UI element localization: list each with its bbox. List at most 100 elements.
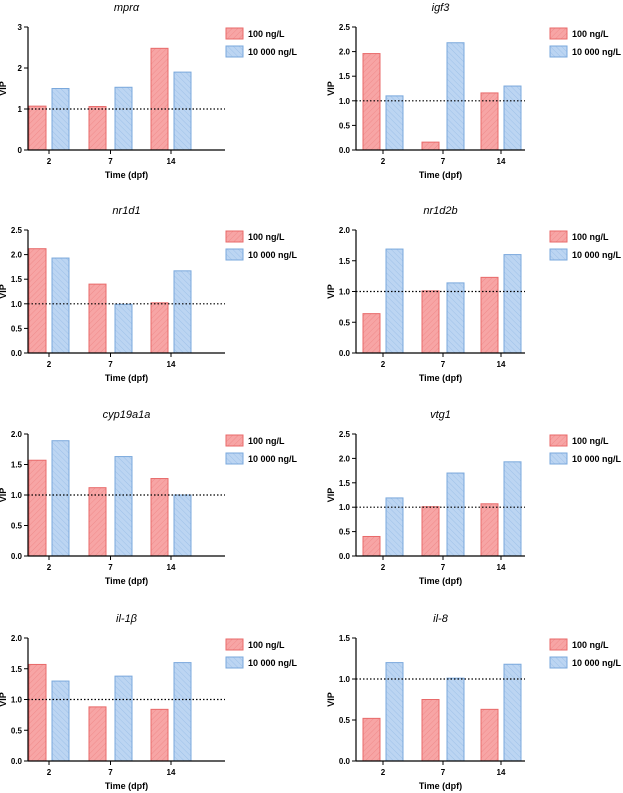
x-tick-label: 7 [108,157,113,166]
bar [503,461,522,557]
chart-title: igf3 [432,2,451,14]
legend: 100 ng/L 10 000 ng/L [225,434,298,465]
bar [150,47,169,151]
x-tick-label: 14 [167,157,176,166]
y-tick-label: 1 [18,105,23,114]
legend-swatch [225,656,244,669]
x-tick-label: 2 [47,157,52,166]
bar [385,248,404,354]
legend-swatch [549,248,568,261]
y-tick-label: 2.0 [339,454,351,463]
y-tick-label: 2.5 [339,430,351,439]
legend-label: 10 000 ng/L [248,250,298,260]
y-tick-label: 1.0 [339,288,351,297]
legend-swatch [225,638,244,651]
legend-label: 100 ng/L [572,436,609,446]
legend-label: 10 000 ng/L [572,454,622,464]
bar [28,663,47,762]
y-axis-label: VIP [326,284,336,299]
y-tick-label: 1.5 [339,479,351,488]
y-tick-label: 0.5 [339,318,351,327]
legend-swatch [225,230,244,243]
bar [362,313,381,354]
legend-swatch [225,27,244,40]
legend-label: 100 ng/L [248,29,285,39]
x-tick-label: 7 [441,157,446,166]
chart-title: nr1d2b [423,205,457,217]
legend-label: 100 ng/L [248,436,285,446]
bar [150,302,169,354]
chart-6: il-1β 0.0 0.5 1.0 1.5 2.0 2 7 14 Time (dpf) VIP 100… [0,613,298,791]
bar [51,257,70,354]
x-tick-label: 7 [108,360,113,369]
bar [362,53,381,151]
y-tick-label: 1.0 [339,503,351,512]
x-tick-label: 2 [381,768,386,777]
chart-3: nr1d2b 0.0 0.5 1.0 1.5 2.0 2 7 14 Time (dpf) VIP 10… [326,205,622,383]
y-tick-label: 1.0 [339,97,351,106]
chart-5: vtg1 0.0 0.5 1.0 1.5 2.0 2.5 2 7 14 Time (dpf) VIP 1… [326,409,622,586]
x-axis-label: Time (dpf) [105,170,148,180]
legend: 100 ng/L 10 000 ng/L [225,230,298,261]
bar [173,270,192,354]
x-tick-label: 2 [47,563,52,572]
bar [88,283,107,354]
legend-label: 10 000 ng/L [248,658,298,668]
x-tick-label: 2 [381,157,386,166]
legend-label: 10 000 ng/L [248,454,298,464]
x-tick-label: 14 [497,768,506,777]
bar [51,88,70,151]
x-tick-label: 7 [108,563,113,572]
x-axis-label: Time (dpf) [105,576,148,586]
x-axis-label: Time (dpf) [419,170,462,180]
x-tick-label: 14 [497,563,506,572]
x-axis-label: Time (dpf) [419,576,462,586]
bar [150,708,169,762]
bar [446,677,465,762]
x-tick-label: 14 [497,360,506,369]
bar [503,85,522,151]
y-tick-label: 0.5 [11,726,23,735]
bar [114,303,133,354]
x-tick-label: 14 [167,768,176,777]
bar [88,487,107,557]
x-tick-label: 14 [167,360,176,369]
y-tick-label: 0.0 [339,349,351,358]
y-axis-label: VIP [0,692,8,707]
legend-swatch [549,656,568,669]
legend: 100 ng/L 10 000 ng/L [549,434,622,465]
legend-label: 10 000 ng/L [572,658,622,668]
y-tick-label: 2.5 [339,23,351,32]
bar [362,717,381,762]
bar [173,71,192,151]
legend-label: 100 ng/L [572,640,609,650]
legend-label: 100 ng/L [248,232,285,242]
x-tick-label: 14 [497,157,506,166]
y-axis-label: VIP [326,488,336,503]
bar [51,680,70,762]
chart-2: nr1d1 0.0 0.5 1.0 1.5 2.0 2.5 2 7 14 Time (dpf) VIP… [0,205,298,383]
chart-title: mprα [114,2,140,14]
y-tick-label: 0.0 [339,552,351,561]
y-tick-label: 0.5 [11,324,23,333]
bar [51,440,70,557]
legend: 100 ng/L 10 000 ng/L [549,230,622,261]
y-axis-label: VIP [0,488,8,503]
y-axis-label: VIP [0,81,8,96]
legend-swatch [225,452,244,465]
legend-label: 100 ng/L [572,29,609,39]
y-tick-label: 2.0 [339,226,351,235]
y-axis-label: VIP [326,692,336,707]
legend-swatch [549,638,568,651]
legend-label: 10 000 ng/L [572,47,622,57]
chart-title: vtg1 [430,409,451,421]
y-tick-label: 0.0 [339,757,351,766]
y-tick-label: 0 [18,146,23,155]
y-tick-label: 1.0 [11,696,23,705]
y-tick-label: 0.0 [11,757,23,766]
bar [480,503,499,557]
bar [362,535,381,557]
legend-swatch [549,230,568,243]
bar [114,86,133,151]
